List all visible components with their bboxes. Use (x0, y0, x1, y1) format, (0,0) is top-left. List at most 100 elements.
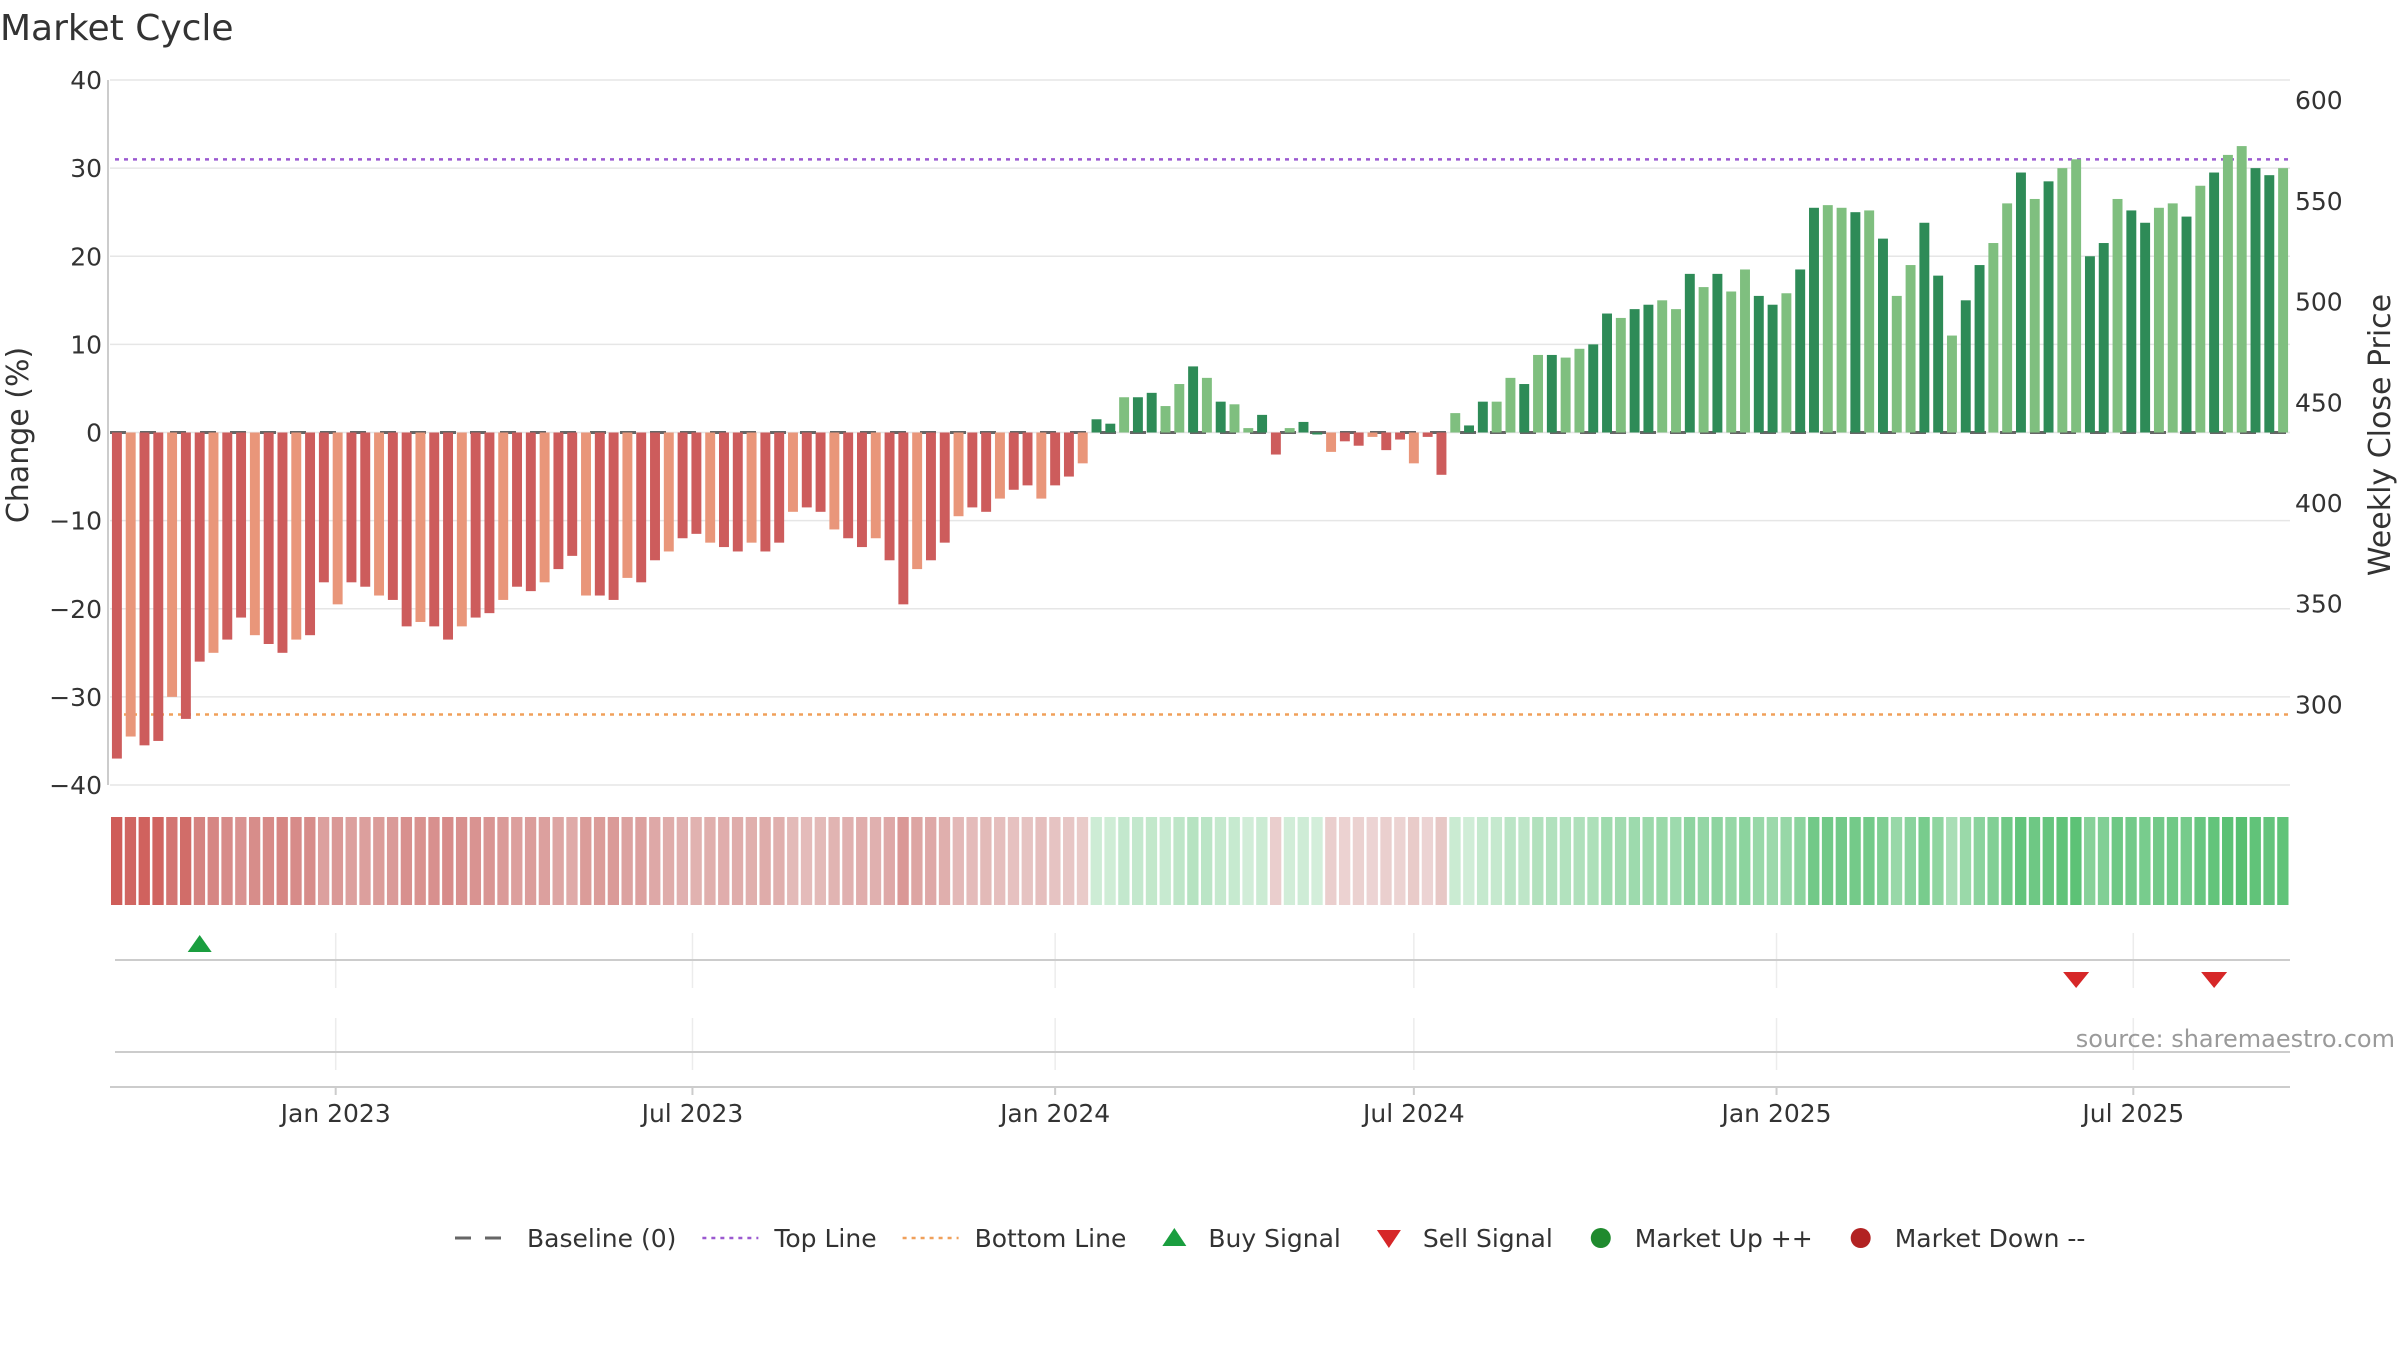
legend-label: Sell Signal (1423, 1224, 1553, 1253)
buy-signal-marker (187, 935, 212, 952)
heat-cell (2111, 817, 2123, 905)
bar (429, 432, 440, 627)
heat-cell (1518, 817, 1530, 905)
heat-cell (1932, 817, 1944, 905)
x-tick-label: Jan 2024 (998, 1099, 1110, 1128)
bar (760, 432, 771, 552)
bar (1671, 309, 1681, 433)
bar (1698, 287, 1709, 433)
bar (1312, 432, 1323, 435)
heat-cell (980, 817, 992, 905)
source-credit: source: sharemaestro.com (2076, 1025, 2395, 1053)
bar (1450, 413, 1461, 433)
heat-cell (1946, 817, 1958, 905)
bar (1657, 300, 1668, 433)
heat-cell (1049, 817, 1061, 905)
bar (1174, 384, 1185, 433)
heat-cell (1670, 817, 1682, 905)
bar (1933, 275, 1944, 433)
bar (2057, 168, 2068, 433)
bar (1740, 269, 1750, 433)
heat-cell (1118, 817, 1130, 905)
bar (553, 432, 564, 570)
bar (180, 432, 191, 719)
legend-circle-swatch (1590, 1228, 1611, 1248)
heat-cell (2125, 817, 2137, 905)
bar (1022, 432, 1033, 486)
heat-cell (883, 817, 895, 905)
heat-cell (897, 817, 909, 905)
heat-cell (966, 817, 978, 905)
heat-cell (1463, 817, 1475, 905)
bar (2236, 146, 2247, 433)
bar (1215, 401, 1226, 433)
bar (1988, 243, 1999, 433)
bar (387, 432, 398, 600)
heat-cell (1504, 817, 1516, 905)
heat-cell (111, 817, 123, 905)
legend-label: Baseline (0) (527, 1224, 676, 1253)
x-tick-label: Jul 2023 (640, 1099, 744, 1128)
bar (208, 432, 219, 653)
heat-cell (373, 817, 385, 905)
sell-signal-marker (2201, 972, 2228, 988)
legend-label: Market Up ++ (1635, 1224, 1813, 1253)
bar (111, 432, 122, 759)
bar (1408, 432, 1419, 464)
heat-cell (2222, 817, 2234, 905)
bar (2250, 168, 2261, 433)
heat-cell (290, 817, 302, 905)
bar (456, 432, 467, 627)
heat-cell (731, 817, 744, 905)
heat-cell (1076, 817, 1089, 905)
bar (443, 432, 454, 640)
bar (2181, 216, 2192, 433)
bar (884, 432, 895, 561)
heat-cell (1877, 817, 1889, 905)
heat-cell (193, 817, 206, 905)
bar (581, 432, 591, 596)
bar (2098, 243, 2109, 433)
heat-cell (2249, 817, 2261, 905)
heat-cell (1863, 817, 1875, 905)
bar (277, 432, 288, 653)
heat-cell (1656, 817, 1668, 905)
bar (1946, 335, 1957, 433)
heat-cell (2139, 817, 2151, 905)
x-tick-label: Jan 2023 (279, 1099, 391, 1128)
heat-cell (400, 817, 413, 905)
bar (1809, 207, 1819, 433)
heat-cell (1407, 817, 1420, 905)
bar (1105, 423, 1116, 433)
bar (691, 432, 702, 534)
bar (608, 432, 619, 600)
bar (967, 432, 978, 508)
y-right-tick-label: 500 (2295, 288, 2343, 317)
bar (1229, 404, 1240, 433)
y-left-tick-label: −20 (49, 595, 102, 624)
heat-cell (414, 817, 426, 905)
heat-cell (635, 817, 647, 905)
heat-cell (1904, 817, 1916, 905)
heat-cell (469, 817, 482, 905)
bar (401, 432, 412, 627)
bar (1381, 432, 1392, 451)
bar (1753, 295, 1764, 433)
bar (1257, 414, 1268, 433)
bar (415, 432, 426, 622)
bar (1822, 205, 1833, 433)
bar (2140, 222, 2151, 433)
heat-cell (1628, 817, 1641, 905)
heat-cell (1849, 817, 1861, 905)
legend-buy-swatch (1162, 1228, 1187, 1246)
heat-cell (2208, 817, 2220, 905)
heat-cell (1766, 817, 1778, 905)
bar (815, 432, 826, 512)
market-state-heat-strip (111, 817, 2289, 905)
left-axis-ticks: 40 30 20 10 0 −10 −20 −30 −40 (49, 66, 102, 800)
heat-cell (2001, 817, 2013, 905)
heat-cell (1063, 817, 1075, 905)
bar (925, 432, 936, 561)
x-tick-label: Jan 2025 (1719, 1099, 1831, 1128)
bar (1146, 392, 1157, 433)
